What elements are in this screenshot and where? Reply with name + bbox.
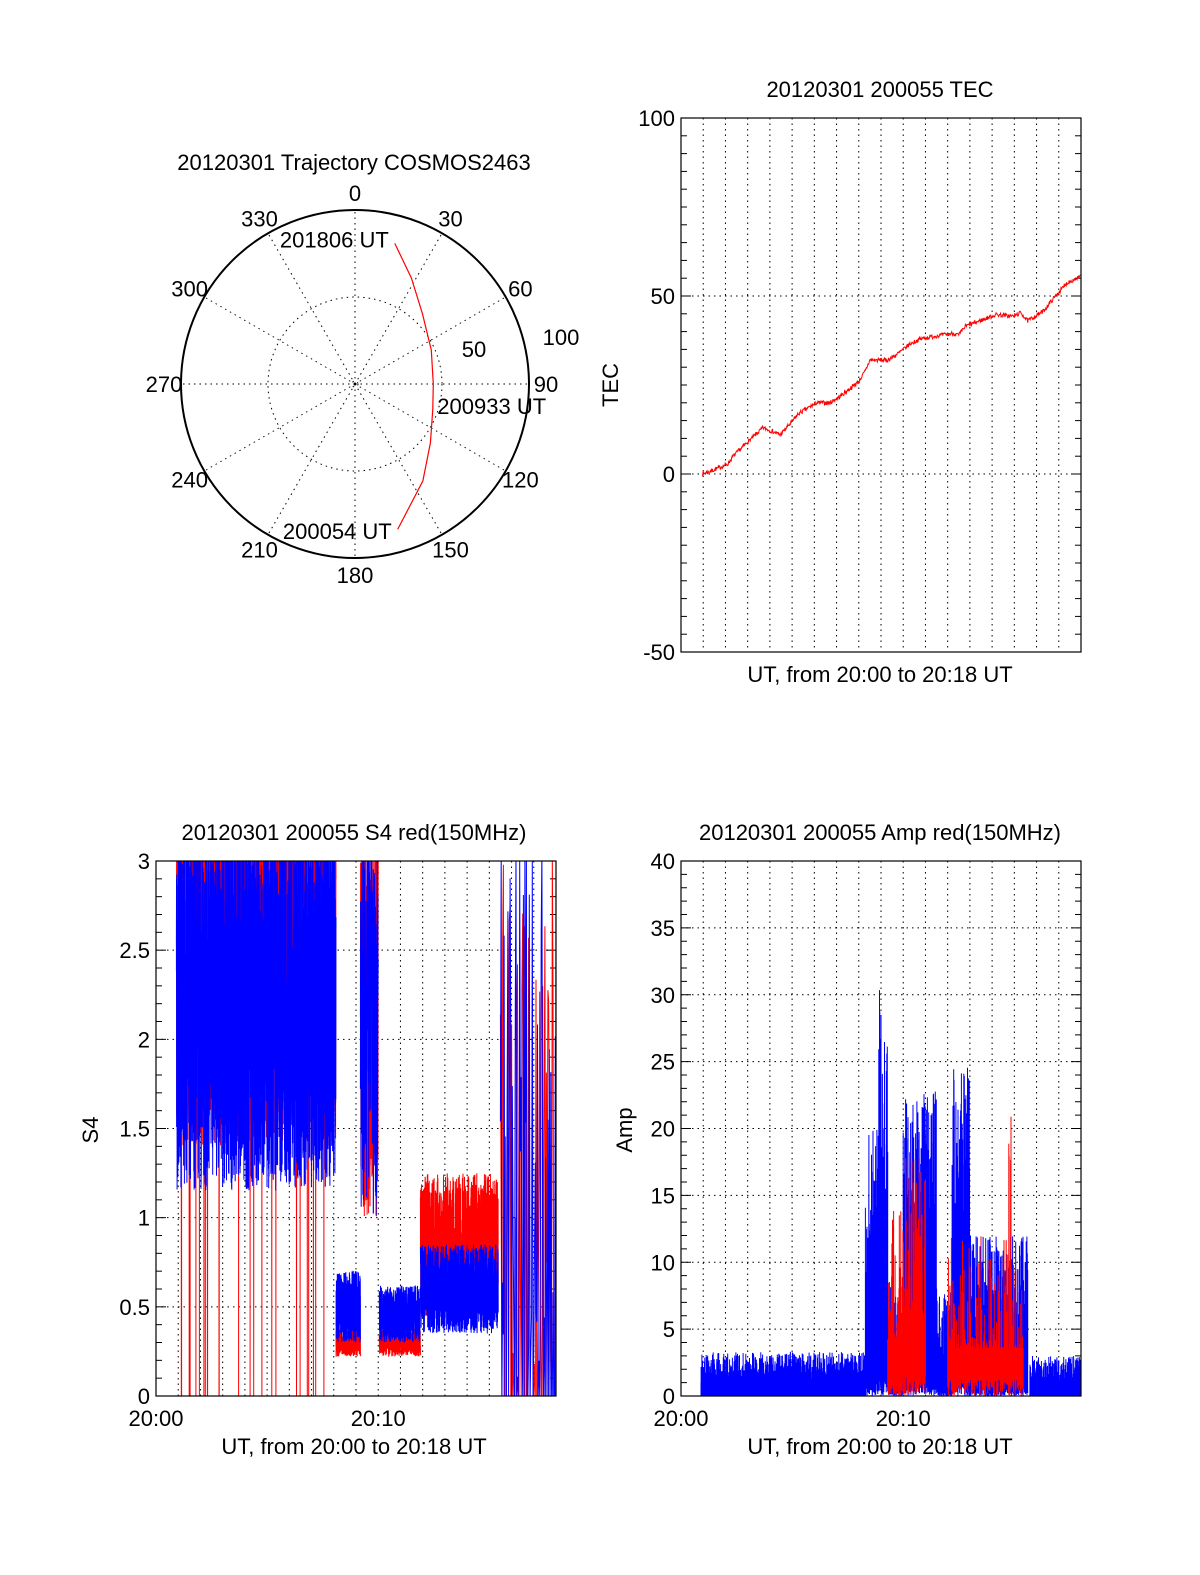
x-tick-label: 20:10 [876,1406,931,1431]
polar-radial-label: 100 [543,325,580,350]
x-tick-label: 20:00 [653,1406,708,1431]
y-tick-label: 2 [138,1027,150,1052]
polar-labels: 0 30 60 90 120 150 180 210 240 270 300 330 50 100 [146,181,580,588]
amp-ylabel: Amp [612,1107,637,1152]
polar-angle-label: 330 [241,207,278,232]
amp-blue-series-segment [864,1129,880,1396]
amp-title: 20120301 200055 Amp red(150MHz) [699,820,1061,845]
y-tick-label: 50 [651,284,675,309]
polar-angle-label: 150 [432,537,469,562]
polar-angle-label: 90 [534,372,558,397]
axes-frame [680,117,1082,653]
polar-spoke [354,233,443,385]
amp-blue-series-segment [700,1351,866,1396]
s4-blue-series-segment [419,1244,499,1334]
s4-xlabel: UT, from 20:00 to 20:18 UT [221,1434,486,1459]
y-tick-label: 0.5 [119,1295,150,1320]
grid-lines [681,861,1081,1396]
plot-area [175,861,556,1396]
polar-angle-label: 120 [502,468,539,493]
y-tick-label: 0 [138,1384,150,1409]
polar-grid [180,209,530,559]
polar-spoke [267,233,356,385]
x-tick-label: 20:00 [128,1406,183,1431]
s4-blue-series-segment [378,1285,421,1343]
y-tick-label: 10 [651,1250,675,1275]
polar-outer-circle [180,209,530,559]
s4-red-series-segment [419,1173,499,1316]
polar-spoke [204,296,356,385]
s4-blue-series-segment [359,861,379,1216]
polar-spoke [204,383,356,472]
polar-angle-label: 0 [349,181,361,206]
tec-series-line [701,274,1081,477]
y-tick-label: 5 [663,1317,675,1342]
y-tick-label: 30 [651,983,675,1008]
y-tick-label: 0 [663,462,675,487]
polar-spoke [354,383,443,535]
polar-angle-label: 60 [508,277,532,302]
axes-frame [680,860,1082,1397]
y-tick-label: 1.5 [119,1117,150,1142]
s4-blue-series-segment [499,861,556,1396]
y-tick-label: 0 [663,1384,675,1409]
trajectory-line [394,243,434,530]
y-tick-label: 1 [138,1206,150,1231]
amp-red-series-segment [947,1236,1024,1396]
y-tick-label: 15 [651,1183,675,1208]
amp-blue-series-segment [1029,1356,1082,1396]
trajectory-time-label: 200933 UT [437,394,546,419]
tec-title: 20120301 200055 TEC [766,77,993,102]
y-tick-label: -50 [643,640,675,665]
y-tick-label: 2.5 [119,938,150,963]
ticks [681,117,1081,653]
amp-xlabel: UT, from 20:00 to 20:18 UT [747,1434,1012,1459]
polar-spoke [354,383,506,472]
tec-plot: 20120301 200055 TEC TEC UT, from 20:00 t… [598,77,1082,687]
polar-ring-50 [267,296,443,472]
polar-angle-label: 300 [171,277,208,302]
s4-blue-series-segment [335,1270,361,1343]
tec-xlabel: UT, from 20:00 to 20:18 UT [747,662,1012,687]
polar-title: 20120301 Trajectory COSMOS2463 [177,150,530,175]
polar-radial-label: 50 [462,337,486,362]
polar-angle-label: 240 [171,468,208,493]
trajectory-time-label: 201806 UT [280,227,389,252]
plot-area [701,274,1081,477]
polar-angle-label: 180 [337,563,374,588]
polar-angle-label: 210 [241,537,278,562]
s4-red-series-segment [335,1328,361,1357]
polar-center [351,380,359,388]
polar-angle-label: 270 [146,372,183,397]
amp-blue-series-segment [878,990,889,1396]
y-tick-label: 40 [651,849,675,874]
polar-spoke [267,383,356,535]
amp-red-series-segment [902,1152,926,1396]
amp-red-series-segment [887,1211,904,1396]
amp-red-series-segment [1008,1116,1012,1396]
tec-ylabel: TEC [598,363,623,407]
s4-blue-series-segment [175,861,337,1191]
s4-ylabel: S4 [78,1117,103,1144]
x-tick-label: 20:10 [351,1406,406,1431]
y-tick-label: 3 [138,849,150,874]
trajectory-time-label: 200054 UT [283,519,392,544]
plot-area [700,990,1082,1396]
y-tick-label: 20 [651,1117,675,1142]
s4-title: 20120301 200055 S4 red(150MHz) [182,820,527,845]
y-tick-label: 35 [651,916,675,941]
ticks [681,860,1081,1397]
grid-lines [681,118,1081,652]
y-tick-label: 25 [651,1050,675,1075]
amp-plot: 20120301 200055 Amp red(150MHz) Amp UT, … [612,820,1082,1459]
polar-spoke [354,296,506,385]
s4-plot: 20120301 200055 S4 red(150MHz) S4 UT, fr… [78,820,557,1459]
polar-trajectory-plot: 20120301 Trajectory COSMOS2463 0 30 60 90 12… [146,150,580,588]
y-tick-label: 100 [638,106,675,131]
axes-frame [155,860,557,1397]
polar-angle-label: 30 [438,207,462,232]
polar-trajectory: 201806 UT 200933 UT 200054 UT [280,227,546,544]
